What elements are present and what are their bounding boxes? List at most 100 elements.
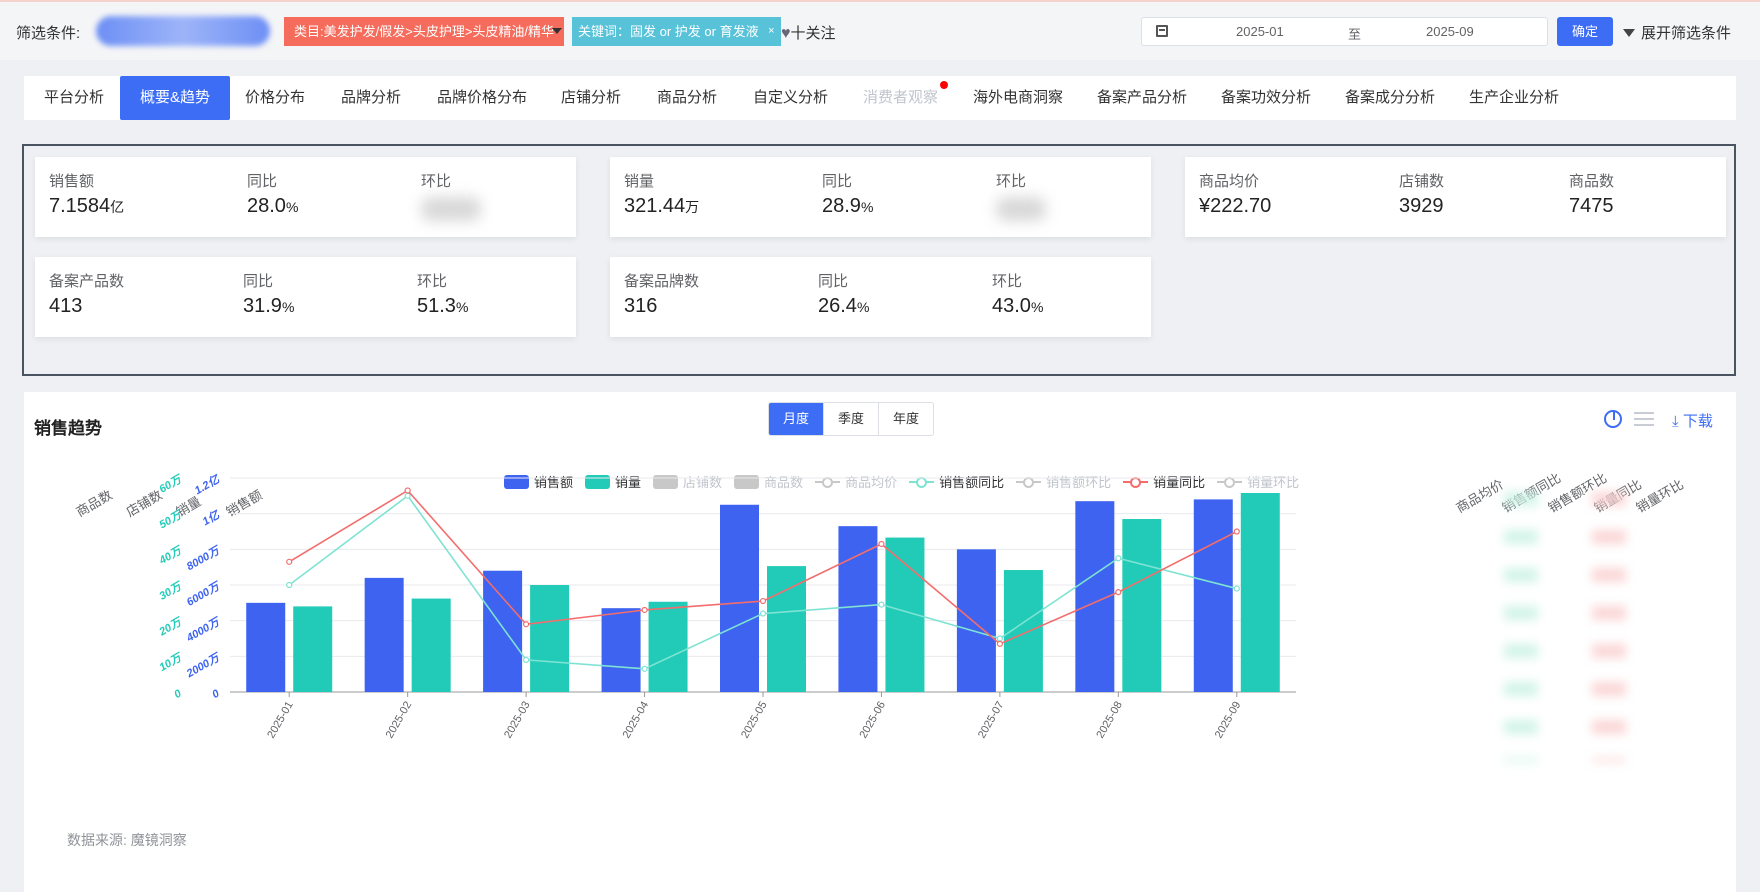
download-button[interactable]: ⤓ 下载 [1672,410,1713,431]
date-start[interactable]: 2025-01 [1236,24,1284,39]
download-icon: ⤓ [1672,413,1683,430]
sales-yoy-point [286,581,293,589]
bar-sales [601,608,641,692]
sales-yoy-point [641,665,648,672]
tab-filed-efficacy[interactable]: 备案功效分析 [1221,89,1312,106]
kpi-label: 店铺数 [1399,173,1445,190]
x-tick-label: 2025-05 [739,700,770,741]
bar-sales [483,570,523,692]
kpi-card-sales: 销售额 7.1584亿 同比 28.0% 环比 [35,157,576,237]
tab-filed-ingredients[interactable]: 备案成分分析 [1345,89,1436,106]
kpi-label: 同比 [822,173,853,190]
tab-bar: 平台分析 概要&趋势 价格分布 品牌分析 品牌价格分布 店铺分析 商品分析 自定… [24,76,1736,120]
x-tick-label: 2025-02 [384,700,415,741]
panel-title: 销售趋势 [34,419,102,438]
list-view-icon[interactable] [1634,410,1654,428]
kpi-value: 31.9% [243,295,295,317]
expand-filter-label: 展开筛选条件 [1641,25,1732,42]
y-tick-label-volume: 0 [172,687,184,701]
tab-consumer[interactable]: 消费者观察 [843,76,958,120]
date-end[interactable]: 2025-09 [1426,24,1474,39]
kpi-value: 7.1584亿 [49,195,125,217]
bar-volume [1240,492,1280,692]
kpi-label: 备案品牌数 [624,273,700,290]
tab-brand[interactable]: 品牌分析 [341,89,402,106]
sales-yoy-point [523,656,530,663]
tab-manufacturers[interactable]: 生产企业分析 [1469,89,1560,106]
kpi-label: 同比 [247,173,278,190]
date-separator: 至 [1348,27,1362,42]
kpi-value: 316 [624,295,658,317]
keyword-tag[interactable]: 关键词：固发 or 护发 or 育发液 × [572,17,781,46]
tab-overview-trend[interactable]: 概要&趋势 [120,76,231,120]
data-source: 数据来源: 魔镜洞察 [67,832,187,848]
y-tick-label-volume: 60万 [157,473,185,496]
close-icon[interactable]: × [768,25,775,37]
period-quarterly[interactable]: 季度 [823,403,878,435]
tab-consumer-label: 消费者观察 [863,89,939,106]
bar-sales [364,577,404,692]
kpi-value: 28.9% [822,195,874,217]
y-tick-label-sales: 0 [210,687,222,701]
kpi-card-filed-products: 备案产品数 413 同比 31.9% 环比 51.3% [35,257,576,337]
tab-filed-products[interactable]: 备案产品分析 [1097,89,1188,106]
legend-item-volume-yoy[interactable]: 销量同比 [1123,472,1205,491]
kpi-card-filed-brands: 备案品牌数 316 同比 26.4% 环比 43.0% [610,257,1151,337]
kpi-label: 同比 [818,273,849,290]
filter-label: 筛选条件: [16,25,81,42]
kpi-area: 销售额 7.1584亿 同比 28.0% 环比 销量 321.44万 同比 28… [22,144,1736,376]
pie-chart-icon[interactable] [1604,410,1622,428]
x-tick-label: 2025-01 [265,700,296,741]
tab-brand-price[interactable]: 品牌价格分布 [437,89,528,106]
kpi-value: 26.4% [818,295,870,317]
kpi-label: 环比 [417,273,448,290]
period-switch: 月度 季度 年度 [768,402,934,436]
legend-item-sales-yoy[interactable]: 销售额同比 [909,472,1004,491]
filter-blurred-pill[interactable] [96,16,270,46]
bar-sales [956,549,996,692]
tab-goods[interactable]: 商品分析 [657,89,718,106]
confirm-button[interactable]: 确定 [1557,17,1613,46]
keyword-tag-label: 关键词：固发 or 护发 or 育发液 [578,24,759,39]
bar-sales [1193,499,1233,692]
funnel-icon [1623,29,1635,37]
kpi-card-volume: 销量 321.44万 同比 28.9% 环比 [610,157,1151,237]
date-range-picker[interactable]: 2025-01 至 2025-09 [1141,17,1548,46]
heart-icon: ♥ [781,25,791,42]
tab-overseas[interactable]: 海外电商洞察 [973,89,1064,106]
category-tag[interactable]: 类目:美发护发/假发>头皮护理>头皮精油/精华 [284,17,565,46]
volume-yoy-point [996,640,1003,647]
y-tick-label-volume: 20万 [156,615,185,639]
sales-yoy-point [759,610,767,617]
tab-custom[interactable]: 自定义分析 [753,89,829,106]
y-tick-label-sales: 4000万 [184,615,223,645]
tab-shop[interactable]: 店铺分析 [561,89,622,106]
bar-sales [838,526,878,692]
caret-down-icon[interactable] [552,28,562,34]
sales-yoy-point [1115,555,1122,562]
volume-yoy-point [1115,589,1122,596]
x-tick-label: 2025-09 [1213,700,1244,741]
kpi-card-avg: 商品均价 ¥222.70 店铺数 3929 商品数 7475 [1185,157,1726,237]
volume-yoy-point [759,597,767,605]
sales-yoy-point [878,601,885,608]
period-monthly[interactable]: 月度 [769,403,823,435]
kpi-value: 43.0% [992,295,1044,317]
volume-yoy-point [878,540,885,548]
kpi-label: 备案产品数 [49,273,125,290]
volume-yoy-point [404,487,411,494]
kpi-value-redacted [996,197,1046,221]
kpi-value-redacted [421,197,481,221]
kpi-label: 销量 [624,173,655,190]
period-yearly[interactable]: 年度 [878,403,933,435]
y-tick-label-sales: 8000万 [185,544,223,573]
y-tick-label-sales: 2000万 [184,651,223,681]
bar-volume [1122,519,1162,692]
bar-volume [648,601,688,692]
follow-button[interactable]: ♥十关注 [781,22,836,43]
kpi-value: 7475 [1569,195,1614,217]
tab-price-distribution[interactable]: 价格分布 [245,89,306,106]
expand-filter-button[interactable]: 展开筛选条件 [1623,22,1731,43]
tab-platform[interactable]: 平台分析 [44,89,105,106]
kpi-value: 3929 [1399,195,1444,217]
